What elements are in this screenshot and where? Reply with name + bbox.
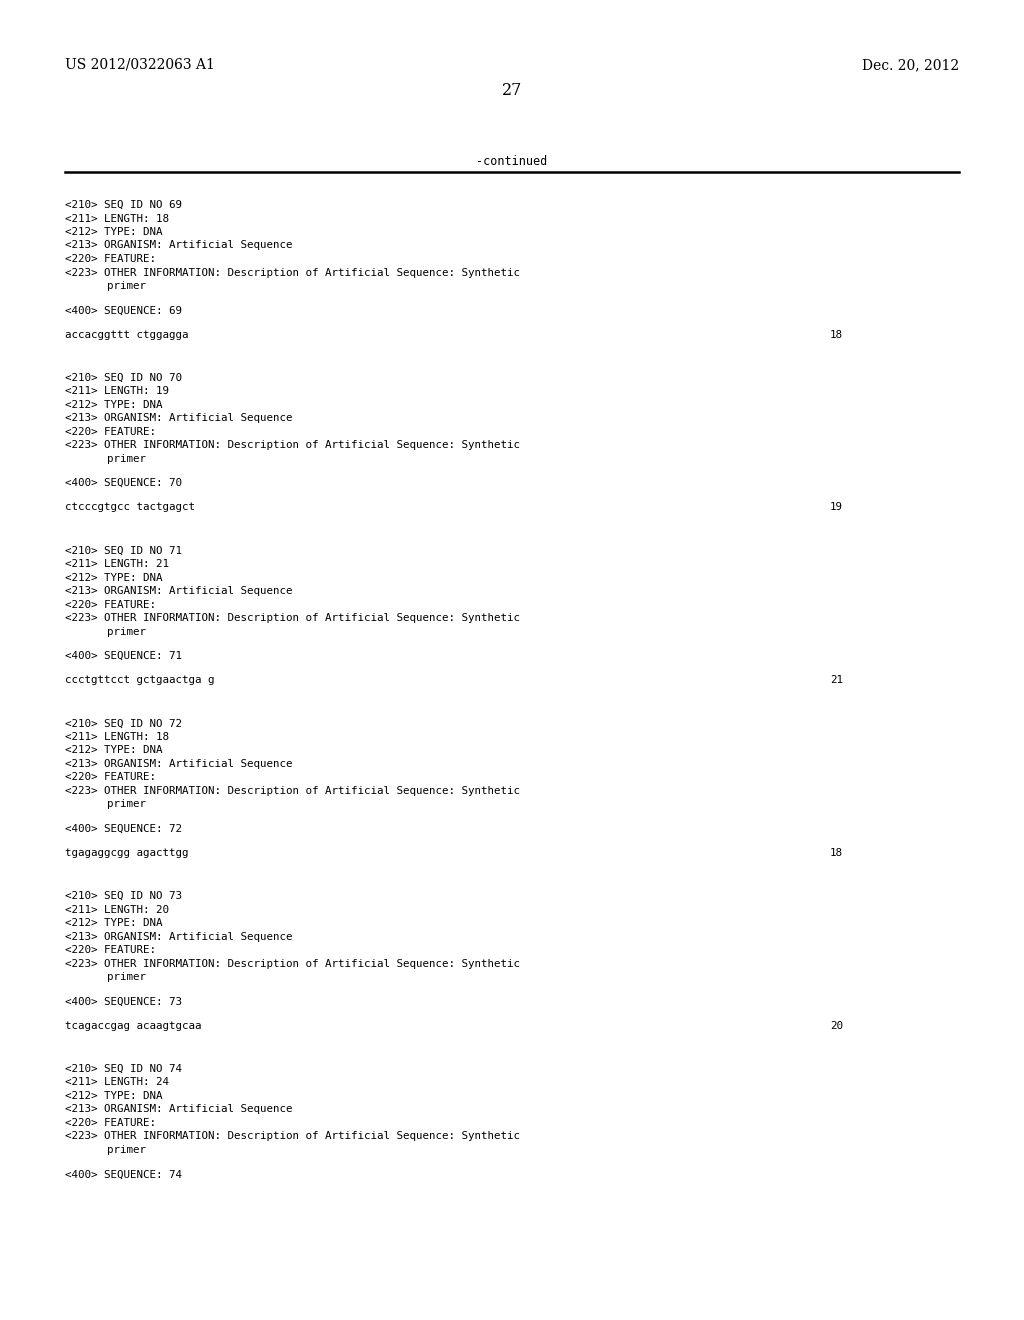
Text: <212> TYPE: DNA: <212> TYPE: DNA	[65, 400, 163, 409]
Text: 18: 18	[830, 847, 843, 858]
Text: primer: primer	[106, 800, 146, 809]
Text: <220> FEATURE:: <220> FEATURE:	[65, 599, 156, 610]
Text: <220> FEATURE:: <220> FEATURE:	[65, 426, 156, 437]
Text: <213> ORGANISM: Artificial Sequence: <213> ORGANISM: Artificial Sequence	[65, 413, 293, 424]
Text: <210> SEQ ID NO 74: <210> SEQ ID NO 74	[65, 1064, 182, 1074]
Text: <211> LENGTH: 24: <211> LENGTH: 24	[65, 1077, 169, 1088]
Text: accacggttt ctggagga: accacggttt ctggagga	[65, 330, 188, 339]
Text: tcagaccgag acaagtgcaa: tcagaccgag acaagtgcaa	[65, 1020, 202, 1031]
Text: ccctgttcct gctgaactga g: ccctgttcct gctgaactga g	[65, 676, 214, 685]
Text: <400> SEQUENCE: 72: <400> SEQUENCE: 72	[65, 824, 182, 834]
Text: <220> FEATURE:: <220> FEATURE:	[65, 772, 156, 783]
Text: <212> TYPE: DNA: <212> TYPE: DNA	[65, 1092, 163, 1101]
Text: <223> OTHER INFORMATION: Description of Artificial Sequence: Synthetic: <223> OTHER INFORMATION: Description of …	[65, 268, 520, 277]
Text: US 2012/0322063 A1: US 2012/0322063 A1	[65, 58, 215, 73]
Text: <220> FEATURE:: <220> FEATURE:	[65, 1118, 156, 1129]
Text: <400> SEQUENCE: 73: <400> SEQUENCE: 73	[65, 997, 182, 1006]
Text: <213> ORGANISM: Artificial Sequence: <213> ORGANISM: Artificial Sequence	[65, 240, 293, 251]
Text: <212> TYPE: DNA: <212> TYPE: DNA	[65, 227, 163, 238]
Text: <210> SEQ ID NO 73: <210> SEQ ID NO 73	[65, 891, 182, 902]
Text: <211> LENGTH: 19: <211> LENGTH: 19	[65, 387, 169, 396]
Text: <400> SEQUENCE: 71: <400> SEQUENCE: 71	[65, 651, 182, 661]
Text: <211> LENGTH: 18: <211> LENGTH: 18	[65, 214, 169, 223]
Text: <400> SEQUENCE: 74: <400> SEQUENCE: 74	[65, 1170, 182, 1179]
Text: <400> SEQUENCE: 69: <400> SEQUENCE: 69	[65, 305, 182, 315]
Text: <223> OTHER INFORMATION: Description of Artificial Sequence: Synthetic: <223> OTHER INFORMATION: Description of …	[65, 1131, 520, 1142]
Text: <211> LENGTH: 18: <211> LENGTH: 18	[65, 731, 169, 742]
Text: <223> OTHER INFORMATION: Description of Artificial Sequence: Synthetic: <223> OTHER INFORMATION: Description of …	[65, 612, 520, 623]
Text: <210> SEQ ID NO 70: <210> SEQ ID NO 70	[65, 372, 182, 383]
Text: primer: primer	[106, 1144, 146, 1155]
Text: <211> LENGTH: 20: <211> LENGTH: 20	[65, 904, 169, 915]
Text: 20: 20	[830, 1020, 843, 1031]
Text: Dec. 20, 2012: Dec. 20, 2012	[862, 58, 959, 73]
Text: -continued: -continued	[476, 154, 548, 168]
Text: <223> OTHER INFORMATION: Description of Artificial Sequence: Synthetic: <223> OTHER INFORMATION: Description of …	[65, 441, 520, 450]
Text: <220> FEATURE:: <220> FEATURE:	[65, 253, 156, 264]
Text: primer: primer	[106, 281, 146, 290]
Text: 21: 21	[830, 676, 843, 685]
Text: 18: 18	[830, 330, 843, 339]
Text: <210> SEQ ID NO 72: <210> SEQ ID NO 72	[65, 718, 182, 729]
Text: primer: primer	[106, 627, 146, 636]
Text: <400> SEQUENCE: 70: <400> SEQUENCE: 70	[65, 478, 182, 488]
Text: <210> SEQ ID NO 69: <210> SEQ ID NO 69	[65, 201, 182, 210]
Text: primer: primer	[106, 454, 146, 463]
Text: <212> TYPE: DNA: <212> TYPE: DNA	[65, 919, 163, 928]
Text: <210> SEQ ID NO 71: <210> SEQ ID NO 71	[65, 545, 182, 556]
Text: <211> LENGTH: 21: <211> LENGTH: 21	[65, 560, 169, 569]
Text: <213> ORGANISM: Artificial Sequence: <213> ORGANISM: Artificial Sequence	[65, 932, 293, 941]
Text: <213> ORGANISM: Artificial Sequence: <213> ORGANISM: Artificial Sequence	[65, 586, 293, 597]
Text: <220> FEATURE:: <220> FEATURE:	[65, 945, 156, 956]
Text: 19: 19	[830, 503, 843, 512]
Text: <223> OTHER INFORMATION: Description of Artificial Sequence: Synthetic: <223> OTHER INFORMATION: Description of …	[65, 958, 520, 969]
Text: <213> ORGANISM: Artificial Sequence: <213> ORGANISM: Artificial Sequence	[65, 759, 293, 768]
Text: primer: primer	[106, 973, 146, 982]
Text: tgagaggcgg agacttgg: tgagaggcgg agacttgg	[65, 847, 188, 858]
Text: 27: 27	[502, 82, 522, 99]
Text: <212> TYPE: DNA: <212> TYPE: DNA	[65, 746, 163, 755]
Text: <213> ORGANISM: Artificial Sequence: <213> ORGANISM: Artificial Sequence	[65, 1105, 293, 1114]
Text: <212> TYPE: DNA: <212> TYPE: DNA	[65, 573, 163, 582]
Text: <223> OTHER INFORMATION: Description of Artificial Sequence: Synthetic: <223> OTHER INFORMATION: Description of …	[65, 785, 520, 796]
Text: ctcccgtgcc tactgagct: ctcccgtgcc tactgagct	[65, 503, 195, 512]
